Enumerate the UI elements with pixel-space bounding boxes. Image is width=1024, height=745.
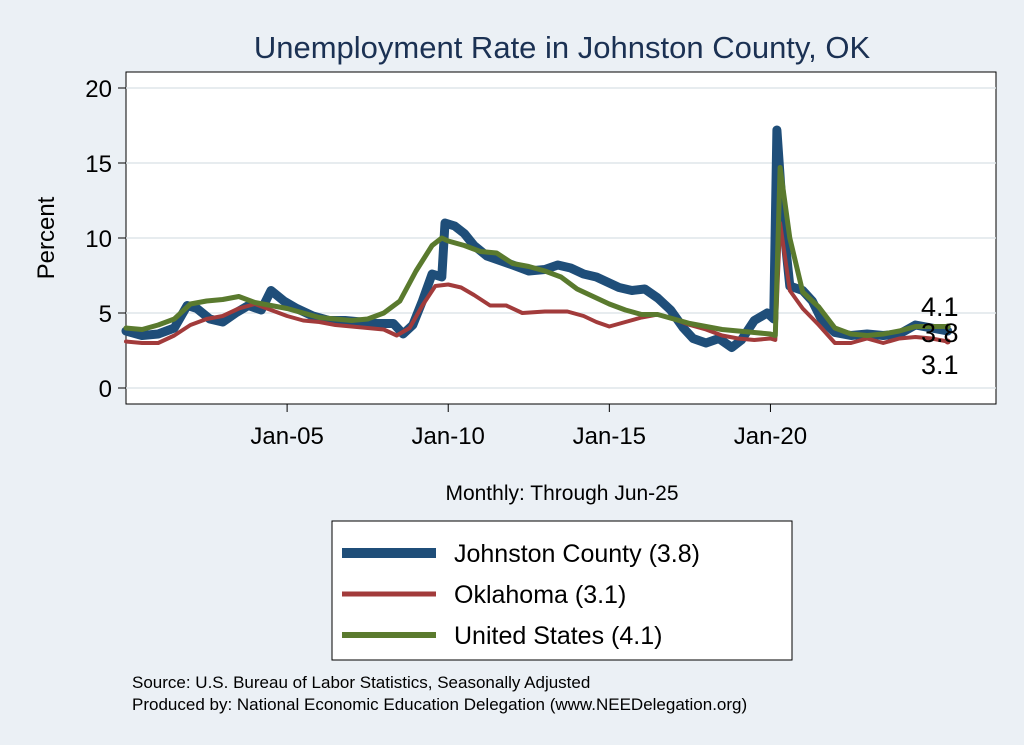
y-tick-label: 15 (85, 151, 112, 178)
legend-label: Johnston County (3.8) (454, 540, 700, 568)
legend: Johnston County (3.8) Oklahoma (3.1) Unite… (342, 540, 700, 650)
chart-title: Unemployment Rate in Johnston County, OK (254, 30, 871, 65)
legend-label: Oklahoma (3.1) (454, 581, 626, 609)
x-axis: Jan-05 Jan-10 Jan-15 Jan-20 (250, 404, 807, 450)
series-end-marker (944, 323, 951, 330)
y-tick-label: 10 (85, 226, 112, 253)
series-end-label: 4.1 (921, 292, 959, 322)
x-tick-label: Jan-20 (734, 423, 807, 450)
x-axis-title: Monthly: Through Jun-25 (445, 482, 678, 505)
legend-label: United States (4.1) (454, 622, 662, 650)
source-note: Source: U.S. Bureau of Labor Statistics,… (132, 673, 590, 692)
series-lines (121, 125, 953, 352)
produced-by-note: Produced by: National Economic Education… (132, 695, 747, 714)
x-tick-label: Jan-05 (250, 423, 323, 450)
series-end-marker (944, 338, 951, 345)
x-tick-label: Jan-10 (412, 423, 485, 450)
y-axis: 0 5 10 15 20 (85, 76, 126, 403)
end-labels: 3.83.1 4.1 (921, 292, 959, 380)
y-tick-label: 0 (99, 376, 112, 403)
series-end-label: 3.1 (921, 350, 959, 380)
x-tick-label: Jan-15 (573, 423, 646, 450)
series-end-marker (944, 328, 951, 334)
y-axis-title: Percent (33, 196, 60, 279)
series-line (124, 221, 950, 345)
y-tick-label: 20 (85, 76, 112, 103)
series-end-label: 3.8 (921, 318, 959, 348)
y-tick-label: 5 (99, 301, 112, 328)
series-line (123, 165, 951, 338)
